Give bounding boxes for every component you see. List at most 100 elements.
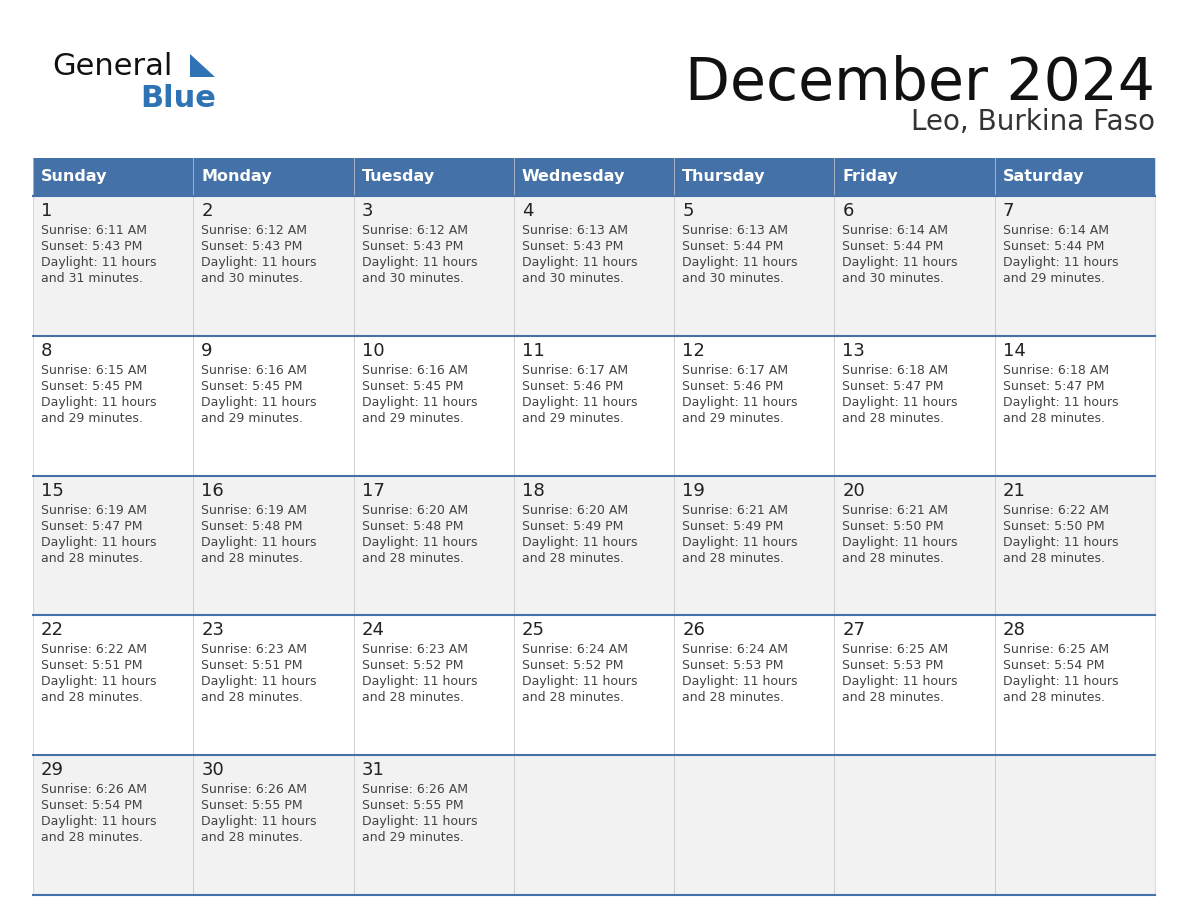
Text: Sunset: 5:50 PM: Sunset: 5:50 PM bbox=[1003, 520, 1105, 532]
Text: 28: 28 bbox=[1003, 621, 1025, 640]
Text: 14: 14 bbox=[1003, 341, 1025, 360]
Text: Sunset: 5:54 PM: Sunset: 5:54 PM bbox=[1003, 659, 1104, 672]
Text: Daylight: 11 hours: Daylight: 11 hours bbox=[1003, 256, 1118, 269]
Text: Daylight: 11 hours: Daylight: 11 hours bbox=[522, 256, 637, 269]
Text: 19: 19 bbox=[682, 482, 704, 499]
Text: 9: 9 bbox=[201, 341, 213, 360]
Bar bbox=[514, 158, 674, 196]
Text: Sunrise: 6:19 AM: Sunrise: 6:19 AM bbox=[42, 504, 147, 517]
Text: Sunset: 5:44 PM: Sunset: 5:44 PM bbox=[682, 240, 784, 253]
Text: Sunset: 5:47 PM: Sunset: 5:47 PM bbox=[842, 380, 944, 393]
Text: Daylight: 11 hours: Daylight: 11 hours bbox=[522, 535, 637, 549]
Text: Daylight: 11 hours: Daylight: 11 hours bbox=[682, 676, 797, 688]
Text: Daylight: 11 hours: Daylight: 11 hours bbox=[842, 256, 958, 269]
Text: Sunset: 5:53 PM: Sunset: 5:53 PM bbox=[842, 659, 944, 672]
Bar bbox=[834, 158, 994, 196]
Text: 2: 2 bbox=[201, 202, 213, 220]
Text: and 31 minutes.: and 31 minutes. bbox=[42, 272, 143, 285]
Bar bbox=[354, 158, 514, 196]
Text: Sunset: 5:55 PM: Sunset: 5:55 PM bbox=[201, 800, 303, 812]
Text: Daylight: 11 hours: Daylight: 11 hours bbox=[1003, 535, 1118, 549]
Bar bbox=[674, 158, 834, 196]
Text: 12: 12 bbox=[682, 341, 704, 360]
Text: and 28 minutes.: and 28 minutes. bbox=[522, 552, 624, 565]
Text: Sunset: 5:43 PM: Sunset: 5:43 PM bbox=[201, 240, 303, 253]
Text: 26: 26 bbox=[682, 621, 704, 640]
Text: and 28 minutes.: and 28 minutes. bbox=[522, 691, 624, 704]
Text: 6: 6 bbox=[842, 202, 854, 220]
Text: Daylight: 11 hours: Daylight: 11 hours bbox=[1003, 396, 1118, 409]
Text: and 28 minutes.: and 28 minutes. bbox=[842, 412, 944, 425]
Text: Tuesday: Tuesday bbox=[361, 170, 435, 185]
Bar bbox=[33, 476, 1155, 615]
Text: Sunset: 5:50 PM: Sunset: 5:50 PM bbox=[842, 520, 944, 532]
Text: Daylight: 11 hours: Daylight: 11 hours bbox=[361, 256, 478, 269]
Text: Sunset: 5:45 PM: Sunset: 5:45 PM bbox=[201, 380, 303, 393]
Text: Sunrise: 6:21 AM: Sunrise: 6:21 AM bbox=[682, 504, 788, 517]
Text: Friday: Friday bbox=[842, 170, 898, 185]
Text: Sunset: 5:45 PM: Sunset: 5:45 PM bbox=[42, 380, 143, 393]
Text: Sunset: 5:46 PM: Sunset: 5:46 PM bbox=[522, 380, 624, 393]
Text: and 28 minutes.: and 28 minutes. bbox=[42, 552, 143, 565]
Text: 8: 8 bbox=[42, 341, 52, 360]
Text: Sunrise: 6:23 AM: Sunrise: 6:23 AM bbox=[361, 644, 468, 656]
Text: Daylight: 11 hours: Daylight: 11 hours bbox=[201, 256, 317, 269]
Text: and 29 minutes.: and 29 minutes. bbox=[201, 412, 303, 425]
Text: and 29 minutes.: and 29 minutes. bbox=[1003, 272, 1105, 285]
Text: Sunset: 5:51 PM: Sunset: 5:51 PM bbox=[201, 659, 303, 672]
Text: 24: 24 bbox=[361, 621, 385, 640]
Text: Sunset: 5:51 PM: Sunset: 5:51 PM bbox=[42, 659, 143, 672]
Text: Sunrise: 6:16 AM: Sunrise: 6:16 AM bbox=[361, 364, 468, 376]
Text: 7: 7 bbox=[1003, 202, 1015, 220]
Text: Daylight: 11 hours: Daylight: 11 hours bbox=[1003, 676, 1118, 688]
Text: Daylight: 11 hours: Daylight: 11 hours bbox=[201, 396, 317, 409]
Bar bbox=[33, 756, 1155, 895]
Text: 11: 11 bbox=[522, 341, 544, 360]
Text: Daylight: 11 hours: Daylight: 11 hours bbox=[201, 676, 317, 688]
Text: Sunrise: 6:23 AM: Sunrise: 6:23 AM bbox=[201, 644, 308, 656]
Text: and 28 minutes.: and 28 minutes. bbox=[682, 691, 784, 704]
Text: Sunrise: 6:20 AM: Sunrise: 6:20 AM bbox=[361, 504, 468, 517]
Text: Daylight: 11 hours: Daylight: 11 hours bbox=[201, 815, 317, 828]
Text: and 28 minutes.: and 28 minutes. bbox=[1003, 691, 1105, 704]
Text: Sunrise: 6:25 AM: Sunrise: 6:25 AM bbox=[842, 644, 948, 656]
Text: Sunset: 5:55 PM: Sunset: 5:55 PM bbox=[361, 800, 463, 812]
Text: and 28 minutes.: and 28 minutes. bbox=[1003, 412, 1105, 425]
Text: Sunset: 5:43 PM: Sunset: 5:43 PM bbox=[361, 240, 463, 253]
Text: 27: 27 bbox=[842, 621, 865, 640]
Text: Daylight: 11 hours: Daylight: 11 hours bbox=[842, 535, 958, 549]
Text: 30: 30 bbox=[201, 761, 225, 779]
Text: Sunset: 5:45 PM: Sunset: 5:45 PM bbox=[361, 380, 463, 393]
Text: Sunset: 5:53 PM: Sunset: 5:53 PM bbox=[682, 659, 784, 672]
Text: Sunset: 5:46 PM: Sunset: 5:46 PM bbox=[682, 380, 784, 393]
Text: Sunset: 5:48 PM: Sunset: 5:48 PM bbox=[201, 520, 303, 532]
Text: and 28 minutes.: and 28 minutes. bbox=[361, 552, 463, 565]
Text: Sunrise: 6:17 AM: Sunrise: 6:17 AM bbox=[522, 364, 628, 376]
Text: Sunrise: 6:20 AM: Sunrise: 6:20 AM bbox=[522, 504, 628, 517]
Bar bbox=[33, 336, 1155, 476]
Bar bbox=[194, 158, 354, 196]
Text: and 30 minutes.: and 30 minutes. bbox=[682, 272, 784, 285]
Text: and 28 minutes.: and 28 minutes. bbox=[201, 552, 303, 565]
Text: Sunset: 5:43 PM: Sunset: 5:43 PM bbox=[522, 240, 624, 253]
Text: Sunset: 5:52 PM: Sunset: 5:52 PM bbox=[361, 659, 463, 672]
Text: Sunset: 5:54 PM: Sunset: 5:54 PM bbox=[42, 800, 143, 812]
Text: General: General bbox=[52, 52, 172, 81]
Text: Sunrise: 6:12 AM: Sunrise: 6:12 AM bbox=[201, 224, 308, 237]
Text: Daylight: 11 hours: Daylight: 11 hours bbox=[42, 535, 157, 549]
Text: 29: 29 bbox=[42, 761, 64, 779]
Text: Daylight: 11 hours: Daylight: 11 hours bbox=[361, 535, 478, 549]
Text: Thursday: Thursday bbox=[682, 170, 765, 185]
Text: 3: 3 bbox=[361, 202, 373, 220]
Text: and 28 minutes.: and 28 minutes. bbox=[842, 691, 944, 704]
Text: Sunrise: 6:18 AM: Sunrise: 6:18 AM bbox=[1003, 364, 1108, 376]
Text: Sunrise: 6:21 AM: Sunrise: 6:21 AM bbox=[842, 504, 948, 517]
Text: 31: 31 bbox=[361, 761, 385, 779]
Text: and 30 minutes.: and 30 minutes. bbox=[201, 272, 303, 285]
Text: and 28 minutes.: and 28 minutes. bbox=[1003, 552, 1105, 565]
Text: Blue: Blue bbox=[140, 84, 216, 113]
Text: and 28 minutes.: and 28 minutes. bbox=[842, 552, 944, 565]
Text: Daylight: 11 hours: Daylight: 11 hours bbox=[682, 256, 797, 269]
Text: and 28 minutes.: and 28 minutes. bbox=[201, 691, 303, 704]
Text: and 28 minutes.: and 28 minutes. bbox=[682, 552, 784, 565]
